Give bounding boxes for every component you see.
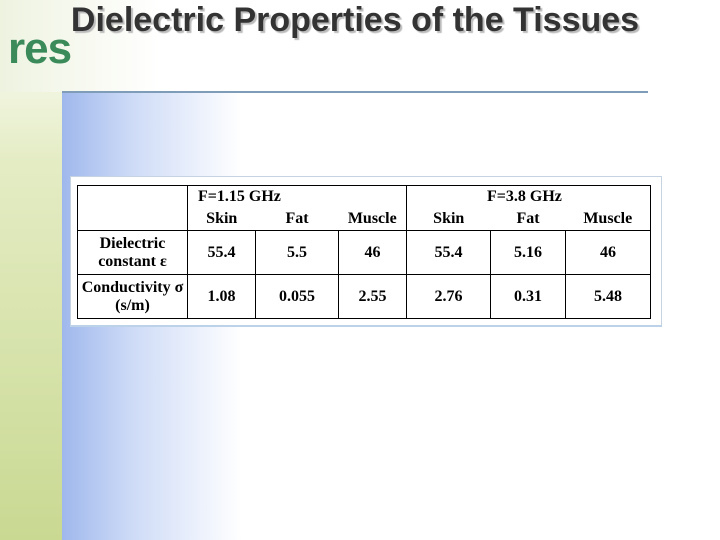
- value-cell: 5.5: [255, 230, 339, 275]
- table-frame-base: [70, 325, 662, 327]
- data-table: F=1.15 GHz F=3.8 GHz Skin Fat Muscle Skin Fat M…: [77, 185, 652, 319]
- group-header: F=3.8 GHz: [405, 185, 652, 209]
- value-cell: 5.48: [564, 274, 652, 319]
- logo: res: [8, 24, 72, 73]
- corner-cell: [77, 208, 188, 231]
- value-cell: 1.08: [187, 274, 256, 319]
- background-strip: [0, 0, 160, 92]
- row-label: Dielectric constant ε: [77, 230, 188, 275]
- value-cell: 55.4: [406, 230, 491, 275]
- row-label: Conductivity σ (s/m): [77, 274, 188, 319]
- column-header: Skin: [187, 208, 256, 231]
- value-cell: 55.4: [187, 230, 256, 275]
- value-cell: 0.31: [490, 274, 566, 319]
- value-cell: 2.55: [338, 274, 407, 319]
- column-header: Fat: [255, 208, 339, 231]
- value-cell: 2.76: [406, 274, 491, 319]
- value-cell: 5.16: [490, 230, 566, 275]
- column-header: Muscle: [338, 208, 407, 231]
- value-cell: 46: [564, 230, 652, 275]
- slide-title: Dielectric Properties of the Tissues: [70, 1, 640, 39]
- value-cell: 46: [338, 230, 407, 275]
- corner-cell: [77, 185, 188, 209]
- value-cell: 0.055: [255, 274, 339, 319]
- column-header: Skin: [406, 208, 491, 231]
- column-header: Muscle: [565, 208, 652, 231]
- column-header: Fat: [490, 208, 566, 231]
- group-header: F=1.15 GHz: [187, 185, 407, 209]
- title-rule: [62, 91, 648, 93]
